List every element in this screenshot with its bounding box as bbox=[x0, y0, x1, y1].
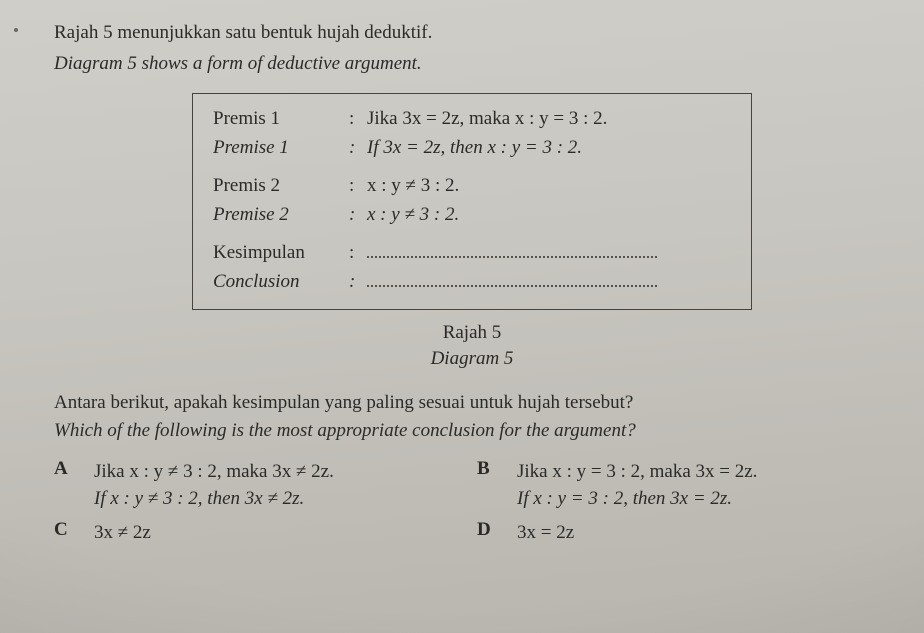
choice-a-ms: Jika x : y ≠ 3 : 2, maka 3x ≠ 2z. bbox=[94, 458, 467, 486]
premise-1-en-row: Premise 1 : If 3x = 2z, then x : y = 3 :… bbox=[213, 133, 731, 162]
conclusion-label-en: Conclusion bbox=[213, 267, 343, 296]
choice-d-label: D bbox=[477, 519, 507, 541]
premise-2-text-ms: x : y ≠ 3 : 2. bbox=[367, 171, 731, 200]
premise-2-ms-row: Premis 2 : x : y ≠ 3 : 2. bbox=[213, 171, 731, 200]
choice-d-text: 3x = 2z bbox=[517, 519, 890, 547]
ask-block: Antara berikut, apakah kesimpulan yang p… bbox=[54, 389, 890, 446]
choice-c-body: 3x ≠ 2z bbox=[94, 519, 467, 547]
question-line-en: Diagram 5 shows a form of deductive argu… bbox=[54, 49, 890, 78]
premise-2-label-ms: Premis 2 bbox=[213, 171, 343, 200]
colon: : bbox=[349, 133, 361, 162]
conclusion-en-row: Conclusion : bbox=[213, 267, 731, 296]
conclusion-label-ms: Kesimpulan bbox=[213, 238, 343, 267]
choice-c-label: C bbox=[54, 519, 84, 541]
colon: : bbox=[349, 171, 361, 200]
caption-ms: Rajah 5 bbox=[54, 320, 890, 347]
caption-block: Rajah 5 Diagram 5 bbox=[54, 320, 890, 373]
choice-c-text: 3x ≠ 2z bbox=[94, 519, 467, 547]
bullet-marker bbox=[14, 28, 18, 32]
premise-1-ms-row: Premis 1 : Jika 3x = 2z, maka x : y = 3 … bbox=[213, 104, 731, 133]
premise-1-label-ms: Premis 1 bbox=[213, 104, 343, 133]
premise-2-label-en: Premise 2 bbox=[213, 200, 343, 229]
question-line-ms: Rajah 5 menunjukkan satu bentuk hujah de… bbox=[54, 18, 890, 47]
choice-a-en: If x : y ≠ 3 : 2, then 3x ≠ 2z. bbox=[94, 485, 467, 513]
conclusion-blank-ms bbox=[367, 238, 731, 267]
premise-2-text-en: x : y ≠ 3 : 2. bbox=[367, 200, 731, 229]
colon: : bbox=[349, 200, 361, 229]
choice-a-body: Jika x : y ≠ 3 : 2, maka 3x ≠ 2z. If x :… bbox=[94, 458, 467, 513]
choice-b-ms: Jika x : y = 3 : 2, maka 3x = 2z. bbox=[517, 458, 890, 486]
conclusion-blank-en bbox=[367, 267, 731, 296]
premise-1-label-en: Premise 1 bbox=[213, 133, 343, 162]
ask-en: Which of the following is the most appro… bbox=[54, 417, 890, 446]
choice-b-en: If x : y = 3 : 2, then 3x = 2z. bbox=[517, 485, 890, 513]
colon: : bbox=[349, 238, 361, 267]
dotted-line bbox=[367, 241, 657, 258]
premise-box: Premis 1 : Jika 3x = 2z, maka x : y = 3 … bbox=[192, 93, 752, 310]
page-body: Rajah 5 menunjukkan satu bentuk hujah de… bbox=[0, 0, 924, 546]
dotted-line bbox=[367, 270, 657, 287]
choice-d-body: 3x = 2z bbox=[517, 519, 890, 547]
caption-en: Diagram 5 bbox=[54, 346, 890, 373]
colon: : bbox=[349, 104, 361, 133]
premise-1-text-en: If 3x = 2z, then x : y = 3 : 2. bbox=[367, 133, 731, 162]
choices-grid: A Jika x : y ≠ 3 : 2, maka 3x ≠ 2z. If x… bbox=[54, 458, 890, 547]
ask-ms: Antara berikut, apakah kesimpulan yang p… bbox=[54, 389, 890, 418]
choice-a-label: A bbox=[54, 458, 84, 480]
choice-b-body: Jika x : y = 3 : 2, maka 3x = 2z. If x :… bbox=[517, 458, 890, 513]
conclusion-ms-row: Kesimpulan : bbox=[213, 238, 731, 267]
choice-b-label: B bbox=[477, 458, 507, 480]
colon: : bbox=[349, 267, 361, 296]
premise-2-en-row: Premise 2 : x : y ≠ 3 : 2. bbox=[213, 200, 731, 229]
premise-1-text-ms: Jika 3x = 2z, maka x : y = 3 : 2. bbox=[367, 104, 731, 133]
